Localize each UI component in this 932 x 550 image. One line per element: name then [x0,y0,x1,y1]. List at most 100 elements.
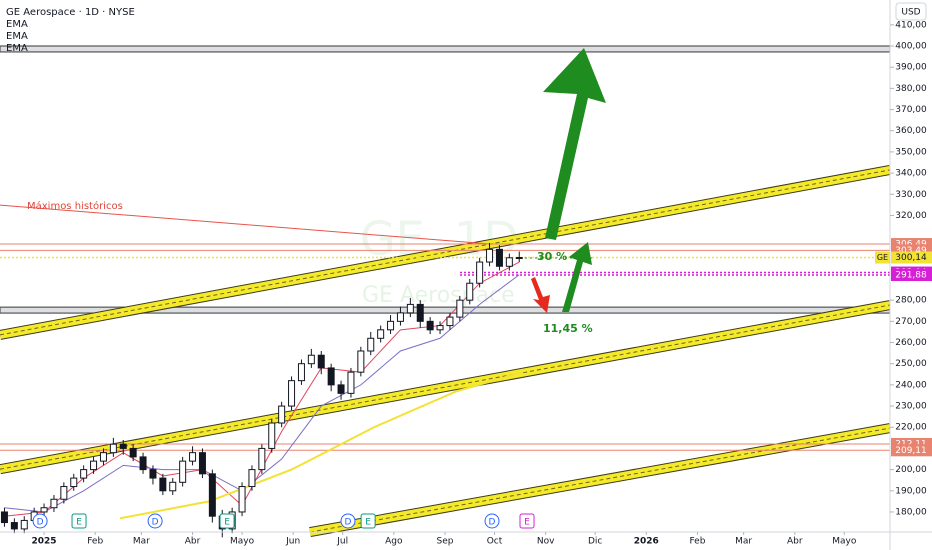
candle-body [357,350,365,373]
candle-body [515,257,523,260]
y-tick-label: 400,00 [895,42,927,52]
candle-body [90,460,98,471]
event-marker [219,513,235,529]
x-tick-label: Nov [537,537,555,547]
channel-center [309,427,891,533]
candle-body [337,384,345,394]
event-marker [360,513,376,529]
channel-center [0,169,891,336]
candle-body [0,511,8,524]
candle-body [416,303,424,322]
candle-body [406,303,414,314]
x-tick-label: Mayo [230,537,255,547]
candle-body [179,460,187,483]
y-tick-label: 350,00 [895,147,927,157]
event-label: E [524,518,530,528]
event-label: E [76,518,82,528]
legend-entry: EMA [6,19,28,30]
candle-body [436,325,444,331]
x-tick-label: Dic [588,537,602,547]
ema-line [119,371,523,520]
candle-body [317,354,325,369]
event-label: D [489,518,496,528]
y-tick-label: 280,00 [895,296,927,306]
trendline [0,204,491,245]
annotation: 11,45 % [543,322,593,335]
y-tick-label: 180,00 [895,507,927,517]
x-tick-label: Mayo [832,537,857,547]
candle-body [248,469,256,488]
x-tick-label: Feb [87,537,103,547]
y-tick-label: 230,00 [895,402,927,412]
event-label: D [345,518,352,528]
y-tick-label: 250,00 [895,359,927,369]
candle-body [20,519,28,530]
x-tick-label: Mar [133,537,150,547]
y-tick-label: 200,00 [895,465,927,475]
price-tag [891,269,932,282]
event-marker [484,513,500,529]
x-tick-label: Feb [689,537,705,547]
x-tick-label: 2026 [634,537,659,547]
candle-body [505,257,513,267]
candle-body [258,447,266,471]
candle-body [486,248,494,263]
candle-body [476,261,484,284]
event-label: E [224,518,230,528]
arrow-down [531,277,550,313]
currency-box[interactable] [895,2,927,21]
title: GE Aerospace · 1D · NYSE [6,7,135,18]
x-tick-label: Abr [185,537,201,547]
candle-body [307,354,315,365]
candle-body [198,452,206,475]
event-label: D [37,518,44,528]
price-tag-label: 291,88 [895,271,927,281]
y-tick-label: 360,00 [895,126,927,136]
candle-body [456,299,464,318]
watermark-sub: GE Aerospace [362,283,515,308]
symbol-tag-label: GE [877,253,888,262]
price-tag-label: 303,49 [895,246,927,256]
candle-body [426,320,434,331]
x-tick-label: Jul [336,537,348,547]
event-label: D [152,518,159,528]
y-tick-label: 370,00 [895,105,927,115]
candle-body [396,312,404,322]
x-tick-label: Abr [787,537,803,547]
candle-body [169,481,177,492]
plot: D D D DE E E E [0,45,891,538]
candle-body [70,477,78,488]
y-tick-label: 390,00 [895,63,927,73]
candle-body [288,380,296,407]
candle-body [80,469,88,479]
event-marker [32,513,48,529]
symbol-tag [875,251,890,264]
candle-body [495,248,503,267]
candle-body [268,422,276,449]
x-tick-label: Oct [487,537,503,547]
price-tag [891,444,932,457]
candle-body [446,316,454,327]
candle-body [466,282,474,301]
candle-body [139,456,147,471]
y-tick-label: 220,00 [895,423,927,433]
candle-body [278,405,286,424]
candle-body [238,486,246,513]
price-tag [891,251,932,264]
candle-body [40,507,48,513]
candle-body [327,367,335,386]
y-tick-label: 330,00 [895,190,927,200]
candle-body [149,469,157,479]
candle-body [297,363,305,382]
x-tick-label: Ago [385,537,403,547]
event-marker [147,513,163,529]
event-label: E [365,518,371,528]
arrow-up-large [543,48,606,240]
annotation: 30 % [537,250,567,263]
y-tick-label: 340,00 [895,169,927,179]
price-tag-label: 300,14 [895,253,927,263]
event-marker [71,513,87,529]
candle-body [60,486,68,500]
